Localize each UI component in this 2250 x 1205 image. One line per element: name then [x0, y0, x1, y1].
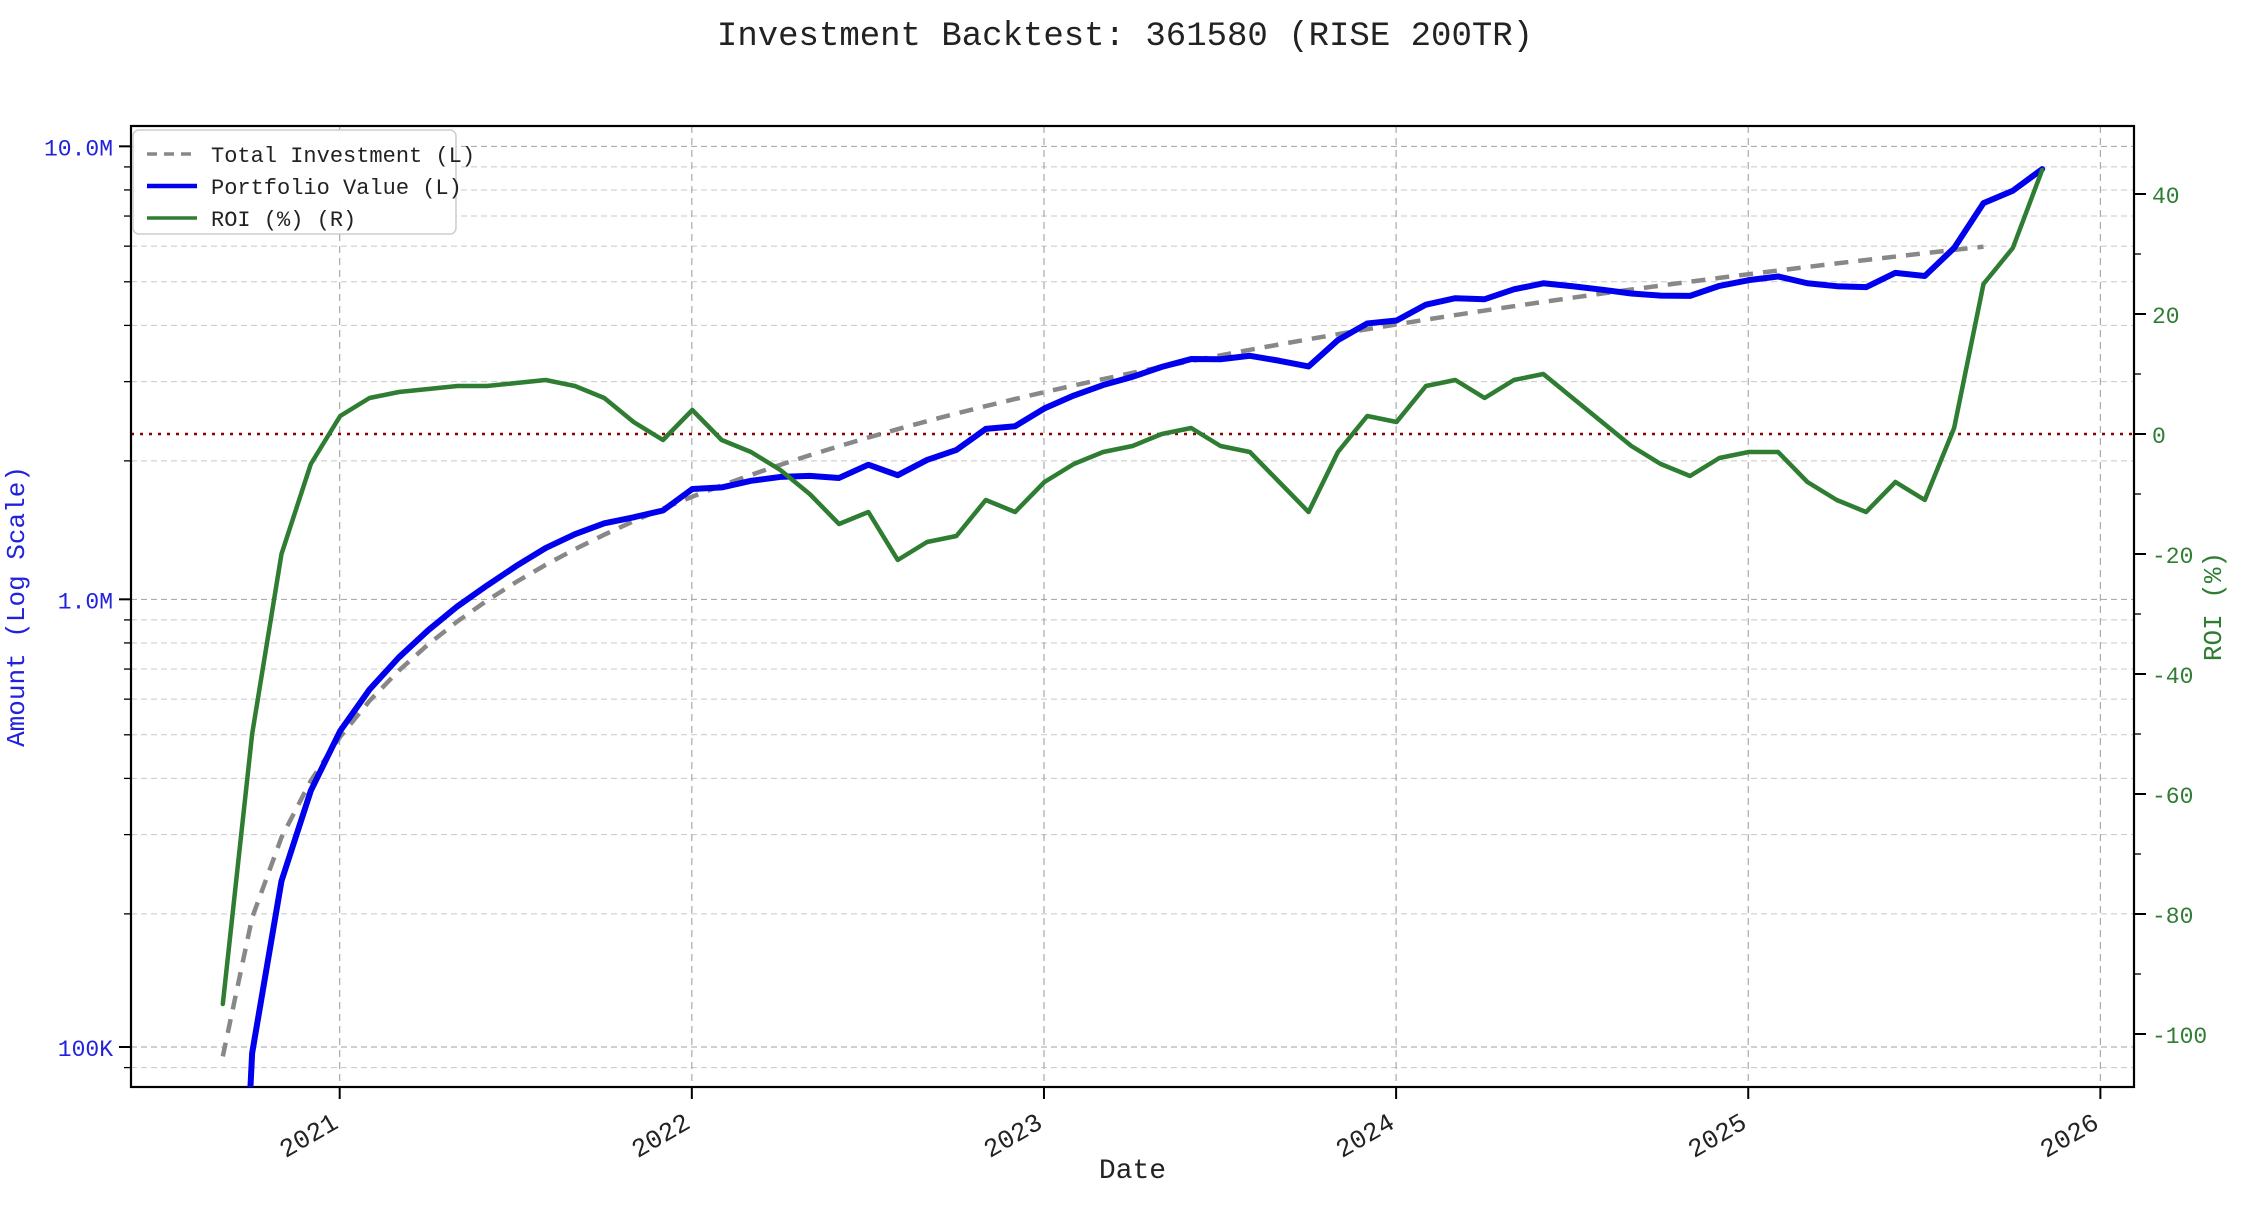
- svg-text:20: 20: [2152, 304, 2180, 330]
- svg-text:Total Investment (L): Total Investment (L): [211, 144, 475, 169]
- svg-text:-100: -100: [2152, 1024, 2207, 1050]
- svg-text:100K: 100K: [58, 1037, 113, 1063]
- svg-text:1.0M: 1.0M: [58, 589, 113, 615]
- svg-text:Date: Date: [1099, 1156, 1166, 1187]
- svg-text:Investment Backtest: 361580 (R: Investment Backtest: 361580 (RISE 200TR): [717, 18, 1533, 56]
- svg-text:-40: -40: [2152, 664, 2193, 690]
- svg-text:ROI (%) (R): ROI (%) (R): [211, 208, 356, 233]
- svg-text:ROI (%): ROI (%): [2199, 552, 2229, 661]
- svg-text:Portfolio Value (L): Portfolio Value (L): [211, 176, 462, 201]
- svg-text:10.0M: 10.0M: [44, 136, 113, 162]
- svg-text:-20: -20: [2152, 544, 2193, 570]
- svg-text:Amount (Log Scale): Amount (Log Scale): [2, 466, 32, 747]
- svg-text:40: 40: [2152, 184, 2180, 210]
- svg-text:0: 0: [2152, 424, 2166, 450]
- svg-text:-60: -60: [2152, 784, 2193, 810]
- svg-text:-80: -80: [2152, 904, 2193, 930]
